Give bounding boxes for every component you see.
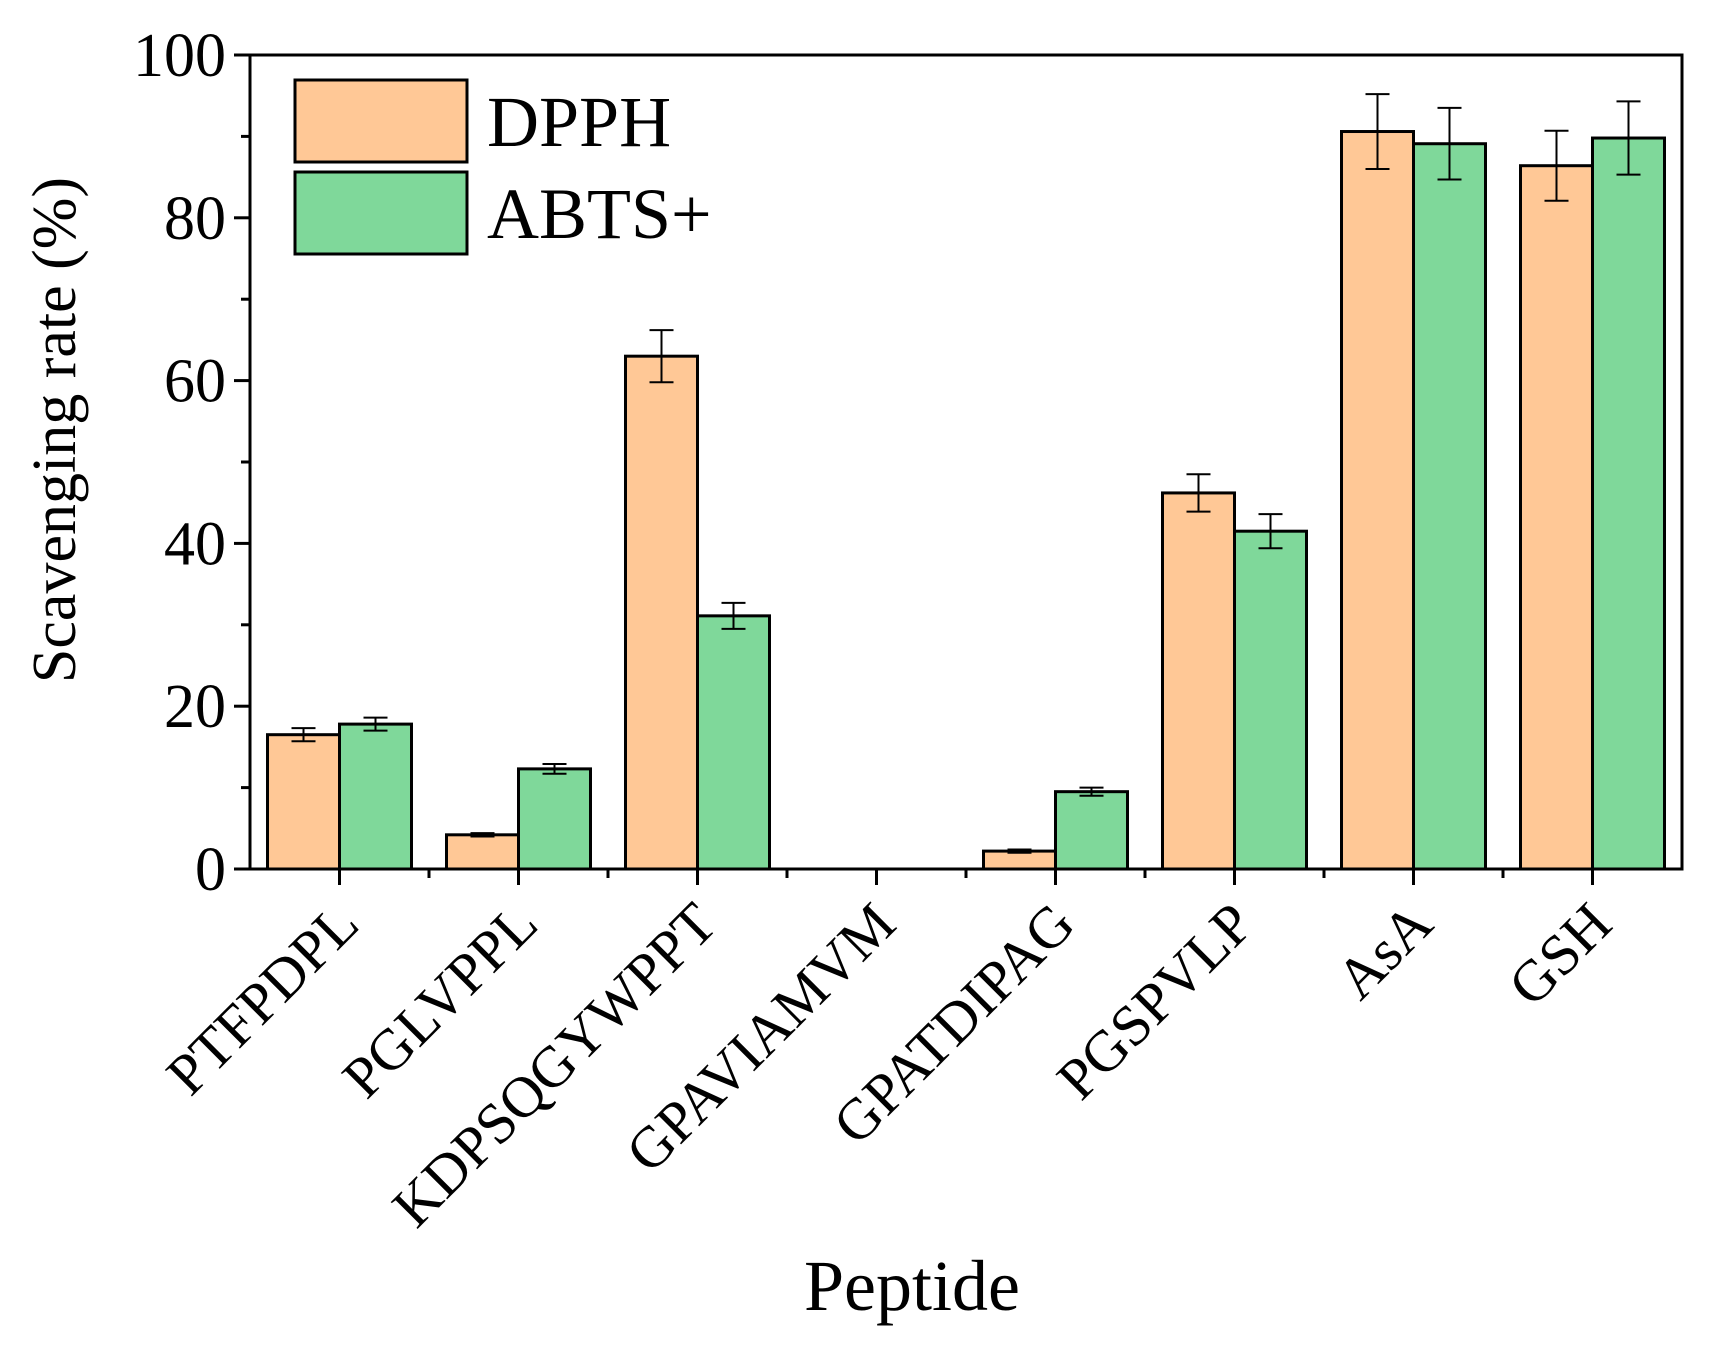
bar-abts-0 [338,722,413,871]
y-tick-label: 40 [164,510,226,578]
bar-dpph-5 [1161,491,1236,871]
bar-dpph-2 [624,354,699,871]
bars-layer [266,130,1666,871]
y-tick-label: 20 [164,673,226,741]
bar-dpph-7 [1519,164,1594,871]
legend-swatch [293,170,469,256]
x-tick-label: GSH [1496,890,1624,1018]
legend-label: ABTS+ [487,174,712,254]
legend: DPPH ABTS+ [293,78,712,256]
bar-abts-6 [1412,142,1487,871]
bar-dpph-6 [1340,130,1415,871]
x-tick-label: PGSPVLP [1044,890,1265,1111]
bar-abts-4 [1054,790,1129,871]
y-tick-label: 100 [133,22,226,90]
x-tick-label: PTFPDPL [154,890,371,1107]
legend-swatch [293,78,469,164]
bar-dpph-0 [266,733,341,871]
y-tick-label: 80 [164,185,226,253]
y-tick-label: 60 [164,348,226,416]
x-tick-label: AsA [1324,890,1445,1011]
y-tick-label: 0 [195,836,226,904]
x-axis: PTFPDPLPGLVPPLKDPSQGYWPPTGPAVIAMVMGPATDI… [154,869,1624,1239]
legend-label: DPPH [487,82,671,162]
bar-abts-1 [517,767,592,871]
bar-abts-5 [1233,529,1308,871]
y-axis-label: Scavenging rate (%) [21,177,89,683]
x-tick-label: KDPSQGYWPPT [380,890,729,1239]
error-bars-layer [291,93,1641,854]
x-axis-label: Peptide [804,1246,1020,1326]
bar-dpph-1 [445,833,520,871]
bar-dpph-4 [982,849,1057,871]
y-axis: 0 20 40 60 80 100 [133,22,250,904]
bar-abts-7 [1591,136,1666,871]
bar-abts-2 [696,614,771,871]
